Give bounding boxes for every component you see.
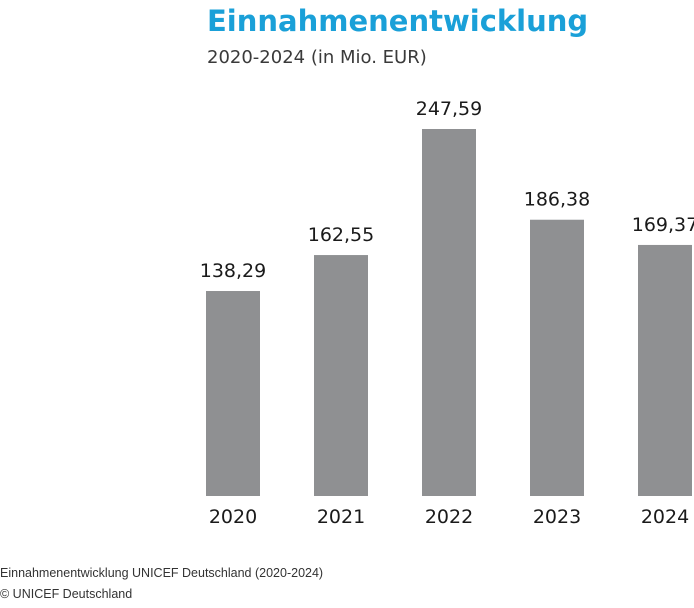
x-tick-label-2020: 2020 <box>209 506 257 528</box>
chart-title: Einnahmenentwicklung <box>207 4 588 38</box>
bars-group: 138,29 2020 162,55 2021 247,59 2022 186,38 2023… <box>200 98 694 528</box>
value-label-2020: 138,29 <box>200 260 266 282</box>
bar-2020 <box>206 291 260 496</box>
bar-2023 <box>530 219 584 496</box>
copyright-notice: © UNICEF Deutschland <box>0 587 133 601</box>
value-label-2023: 186,38 <box>524 189 590 211</box>
value-label-2021: 162,55 <box>308 224 374 246</box>
bar-2022 <box>422 129 476 496</box>
x-tick-label-2022: 2022 <box>425 506 473 528</box>
bar-2021 <box>314 255 368 496</box>
x-tick-label-2023: 2023 <box>533 506 581 528</box>
value-label-2022: 247,59 <box>416 98 482 120</box>
value-label-2024: 169,37 <box>632 214 694 236</box>
image-caption: Einnahmenentwicklung UNICEF Deutschland … <box>0 566 324 580</box>
chart-subtitle: 2020-2024 (in Mio. EUR) <box>207 47 427 68</box>
x-tick-label-2021: 2021 <box>317 506 365 528</box>
x-tick-label-2024: 2024 <box>641 506 689 528</box>
bar-2024 <box>638 244 692 496</box>
